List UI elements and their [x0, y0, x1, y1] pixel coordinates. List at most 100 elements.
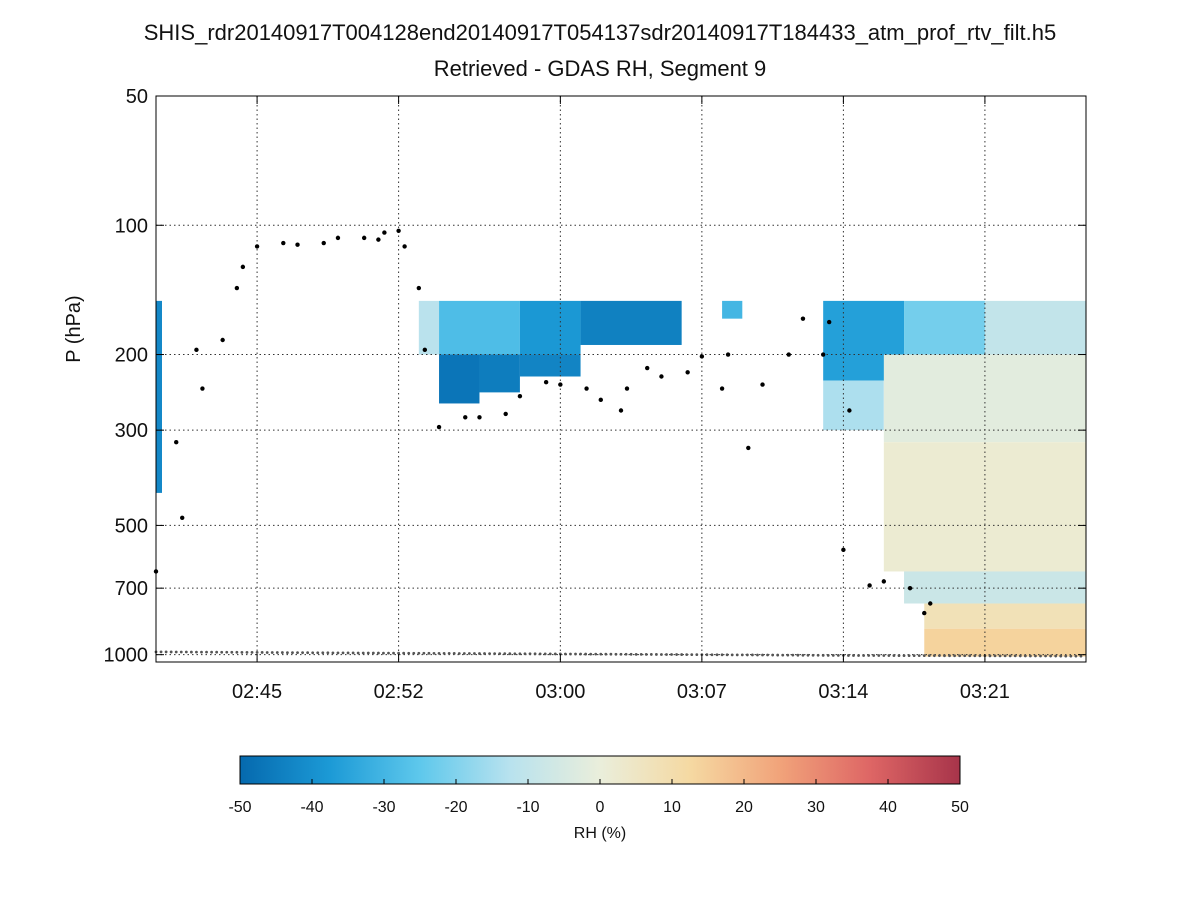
surface-point	[543, 652, 547, 656]
surface-point	[831, 653, 835, 657]
tropopause-point	[725, 352, 731, 357]
surface-point	[761, 653, 764, 657]
surface-point	[776, 653, 780, 657]
y-axis-label: P (hPa)	[63, 295, 85, 362]
surface-point	[922, 654, 926, 658]
surface-point	[260, 651, 264, 654]
surface-point	[574, 652, 577, 656]
surface-point	[988, 654, 992, 658]
surface-point	[220, 650, 224, 654]
surface-point	[189, 650, 193, 654]
surface-point	[518, 652, 522, 656]
surface-point	[675, 653, 678, 656]
tropopause-point	[543, 380, 549, 385]
tropopause-point	[254, 244, 260, 249]
y-tick-label: 100	[115, 215, 148, 237]
surface-point	[336, 651, 340, 655]
tropopause-point	[598, 397, 603, 403]
surface-point	[200, 650, 203, 654]
surface-point	[619, 652, 623, 656]
surface-point	[599, 652, 603, 656]
surface-point	[503, 652, 507, 656]
surface-point	[321, 651, 325, 655]
surface-point	[1044, 654, 1047, 658]
surface-point	[730, 653, 734, 657]
tropopause-point	[847, 408, 852, 413]
tropopause-point	[503, 411, 508, 417]
surface-point	[376, 651, 380, 655]
surface-point	[978, 654, 982, 658]
surface-point	[397, 651, 401, 655]
chart-title: SHIS_rdr20140917T004128end20140917T05413…	[143, 20, 1057, 45]
tropopause-point	[477, 415, 482, 420]
surface-point	[766, 653, 769, 657]
y-tick-label: 1000	[104, 645, 149, 667]
surface-point	[387, 651, 390, 655]
tropopause-point	[361, 235, 367, 241]
surface-point	[660, 653, 663, 656]
surface-point	[346, 651, 350, 655]
colorbar-tick-label: 40	[879, 799, 897, 816]
surface-point	[791, 653, 795, 657]
surface-point	[579, 652, 582, 656]
y-tick-label: 50	[126, 86, 148, 108]
surface-point	[629, 652, 633, 656]
surface-point	[184, 650, 188, 654]
tropopause-point	[200, 386, 205, 391]
surface-point	[195, 650, 198, 654]
surface-point	[892, 654, 896, 657]
surface-point	[634, 652, 638, 656]
surface-point	[897, 654, 901, 657]
surface-point	[943, 654, 946, 658]
surface-pressure-markers	[154, 650, 1083, 658]
surface-point	[756, 653, 759, 657]
surface-point	[265, 651, 269, 654]
tropopause-point	[659, 374, 664, 379]
surface-point	[225, 650, 229, 654]
rh-cell	[722, 300, 743, 319]
y-tick-label: 700	[115, 578, 148, 600]
surface-point	[1029, 654, 1032, 658]
surface-point	[558, 652, 562, 656]
surface-point	[205, 650, 208, 654]
surface-point	[498, 652, 502, 656]
tropopause-point	[436, 424, 442, 430]
tropopause-point	[584, 386, 589, 391]
surface-point	[811, 653, 815, 657]
surface-point	[447, 652, 451, 655]
surface-point	[594, 652, 598, 656]
surface-point	[523, 652, 527, 656]
surface-point	[948, 654, 951, 658]
colorbar-tick-label: -20	[444, 799, 467, 816]
surface-point	[735, 653, 739, 657]
rh-cell	[418, 300, 440, 355]
surface-point	[361, 651, 365, 655]
tropopause-point	[928, 601, 933, 606]
surface-point	[584, 652, 588, 656]
surface-point	[564, 652, 567, 656]
surface-point	[639, 652, 643, 656]
tropopause-point	[826, 319, 832, 325]
tropopause-point	[517, 393, 523, 399]
colorbar-tick-label: 30	[807, 799, 825, 816]
surface-point	[483, 652, 486, 655]
surface-point	[857, 654, 860, 657]
tropopause-point	[624, 386, 630, 391]
surface-point	[159, 650, 163, 654]
surface-point	[806, 653, 810, 657]
surface-point	[407, 651, 411, 655]
rh-cell	[823, 380, 884, 431]
tropopause-point	[760, 382, 765, 387]
tropopause-point	[416, 285, 422, 291]
tropopause-point	[174, 439, 179, 445]
x-tick-label: 03:07	[677, 681, 727, 703]
surface-point	[720, 653, 724, 657]
x-tick-label: 02:45	[232, 681, 282, 703]
surface-point	[230, 650, 234, 654]
surface-point	[291, 651, 294, 655]
surface-point	[457, 652, 461, 655]
colorbar-label: RH (%)	[574, 825, 626, 842]
surface-point	[1003, 654, 1007, 658]
surface-point	[417, 651, 421, 655]
surface-point	[174, 650, 178, 654]
